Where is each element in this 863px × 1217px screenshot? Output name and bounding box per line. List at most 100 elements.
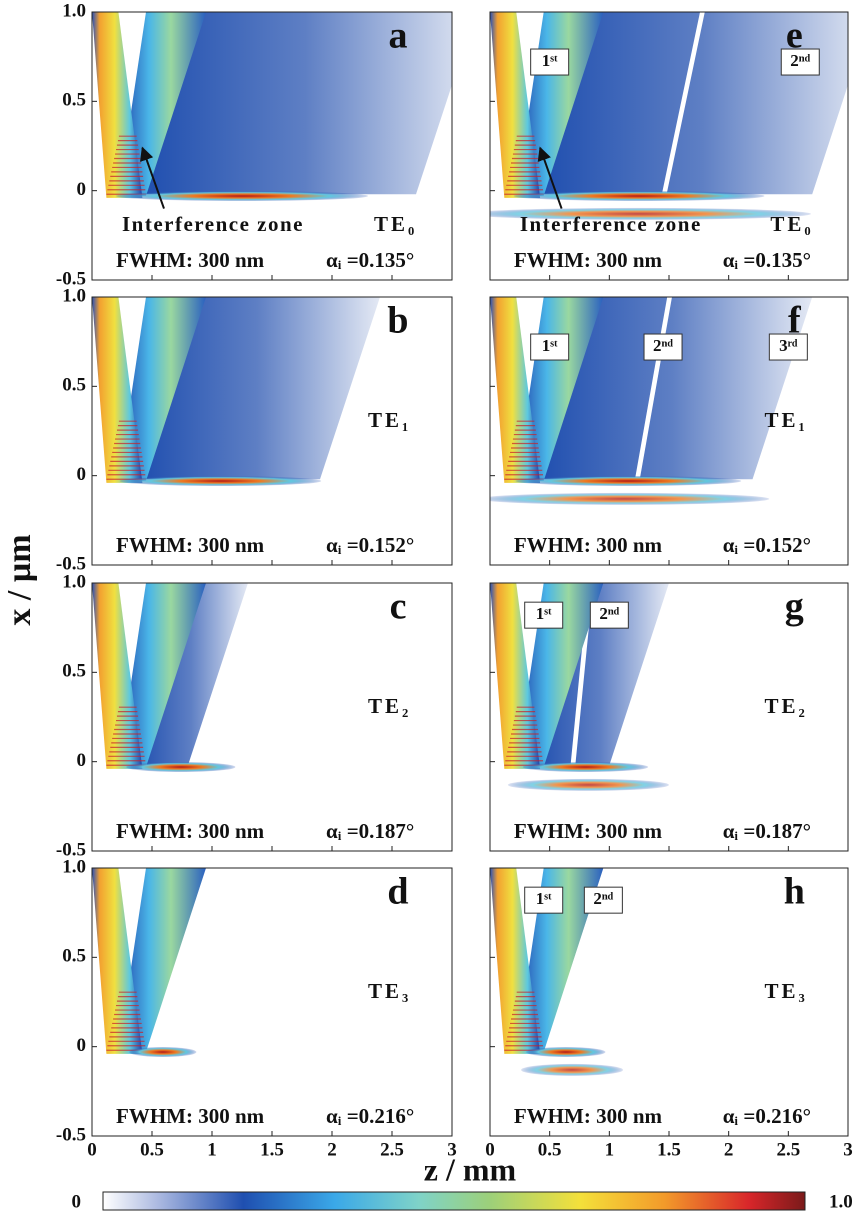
panel: f TE₁ FWHM: 300 nm αᵢ =0.152° 1ˢᵗ 2ⁿᵈ 3ʳᵈ (489, 296, 849, 566)
right-beam (118, 297, 206, 482)
annotation: Interference zone (122, 212, 304, 236)
panel-letter: e (786, 15, 803, 57)
panel-letter: d (387, 871, 408, 913)
order-box (583, 886, 623, 914)
x-tick-label: 1.5 (657, 1139, 681, 1160)
left-beam (490, 12, 541, 198)
panel-letter: f (788, 300, 802, 342)
y-tick-label: 1.0 (62, 571, 86, 592)
tail-band (134, 12, 452, 195)
mode-label: TE₂ (368, 694, 411, 718)
y-tick-label: 0 (77, 464, 87, 485)
mode-label: TE₂ (764, 694, 807, 718)
guided-mode (522, 762, 649, 773)
panel-letter: c (390, 586, 407, 628)
annotation: Interference zone (520, 212, 702, 236)
y-tick-label: -0.5 (56, 1124, 86, 1145)
tail-band (531, 297, 813, 480)
order-label: 1ˢᵗ (542, 51, 558, 70)
order-box (530, 48, 570, 76)
fwhm: FWHM: 300 nm (514, 533, 663, 557)
panel: e Interference zone TE₀ FWHM: 300 nm αᵢ =0.1… (489, 11, 849, 281)
x-tick-label: 3 (447, 1139, 457, 1160)
fwhm: FWHM: 300 nm (116, 1104, 265, 1128)
order-box (643, 333, 683, 361)
colorbar (102, 1191, 806, 1211)
panel-letter: a (389, 15, 408, 57)
angle: αᵢ =0.187° (326, 819, 414, 843)
guided-mode (119, 476, 322, 487)
y-tick-label: 0 (77, 179, 87, 200)
angle: αᵢ =0.216° (723, 1104, 811, 1128)
guided-mode (126, 762, 236, 773)
order-label: 1ˢᵗ (542, 336, 558, 355)
order-box (524, 601, 564, 629)
fwhm: FWHM: 300 nm (514, 819, 663, 843)
y-tick-label: 1.0 (62, 0, 86, 21)
x-axis-label: z / mm (424, 1151, 517, 1187)
y-tick-label: 0.5 (62, 946, 86, 967)
y-tick-label: 0.5 (62, 90, 86, 111)
mode-label: TE₃ (764, 979, 807, 1003)
order-box (780, 48, 820, 76)
panel: g TE₂ FWHM: 300 nm αᵢ =0.187° 1ˢᵗ 2ⁿᵈ (489, 582, 849, 852)
colorbar-tick-label: 1.0 (829, 1191, 853, 1212)
order-label: 2ⁿᵈ (790, 51, 810, 70)
tail-band (134, 297, 380, 480)
x-tick-label: 1 (207, 1139, 217, 1160)
x-tick-label: 0.5 (140, 1139, 164, 1160)
fwhm: FWHM: 300 nm (116, 533, 265, 557)
angle: αᵢ =0.187° (723, 819, 811, 843)
left-beam (490, 297, 541, 483)
mode-label: TE₁ (764, 408, 807, 432)
angle: αᵢ =0.135° (723, 248, 811, 272)
left-beam (92, 583, 143, 769)
tail-band (531, 12, 848, 195)
left-beam (92, 12, 143, 198)
x-tick-label: 2 (327, 1139, 337, 1160)
angle: αᵢ =0.152° (326, 533, 414, 557)
field-map (92, 12, 452, 280)
mode-label: TE₃ (368, 979, 411, 1003)
y-tick-label: 0.5 (62, 661, 86, 682)
x-tick-label: 0 (485, 1139, 495, 1160)
right-beam (516, 868, 604, 1053)
mode-label: TE₀ (374, 212, 417, 236)
panel-letter: g (785, 586, 804, 628)
y-tick-label: -0.5 (56, 839, 86, 860)
y-tick-label: 0.5 (62, 375, 86, 396)
fwhm: FWHM: 300 nm (116, 248, 265, 272)
arrow (140, 146, 165, 209)
guided-mode (526, 1047, 606, 1058)
order-label: 3ʳᵈ (779, 336, 798, 355)
tail-band (134, 583, 248, 766)
mode-label: TE₀ (770, 212, 813, 236)
left-beam (490, 583, 541, 769)
y-tick-label: -0.5 (56, 268, 86, 289)
mode-label: TE₁ (368, 408, 411, 432)
panel: -0.5 0 0.5 1.0 c TE₂ FWHM: 300 nm αᵢ =0.187° (56, 571, 453, 860)
order-box (768, 333, 808, 361)
angle: αᵢ =0.152° (723, 533, 811, 557)
panel: -0.5 0 0.5 1.0 b TE₁ FWHM: 300 nm αᵢ =0.152° (56, 285, 453, 574)
field-map (92, 583, 452, 851)
left-beam (92, 868, 143, 1054)
angle: αᵢ =0.216° (326, 1104, 414, 1128)
second-guide (507, 778, 669, 791)
panel-letter: b (387, 300, 408, 342)
y-tick-label: 0 (77, 1035, 87, 1056)
x-tick-label: 2 (724, 1139, 734, 1160)
y-axis-label: x / µm (1, 534, 38, 625)
y-tick-label: 1.0 (62, 856, 86, 877)
second-guide (521, 1063, 624, 1076)
field-map (92, 868, 452, 1136)
order-box (589, 601, 629, 629)
y-tick-label: 0 (77, 750, 87, 771)
x-tick-label: 2.5 (776, 1139, 800, 1160)
panel: 0 0.5 1 1.5 2 2.5 3 h TE₃ FWHM: 300 nm αᵢ =0.216° 1… (485, 867, 853, 1160)
order-box (524, 886, 564, 914)
x-tick-label: 0 (87, 1139, 97, 1160)
x-tick-label: 2.5 (380, 1139, 404, 1160)
